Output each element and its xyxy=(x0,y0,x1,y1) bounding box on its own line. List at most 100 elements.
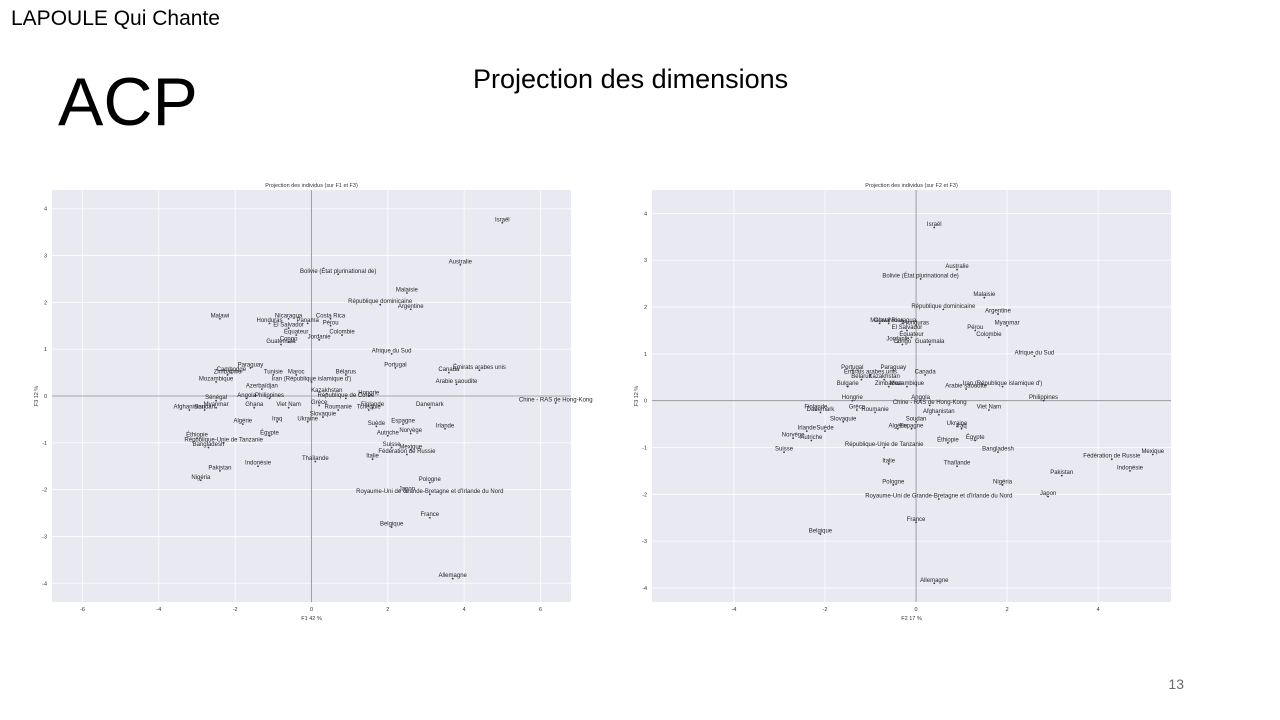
chart-title: Projection des individus (sur F2 et F3) xyxy=(865,183,958,189)
data-point xyxy=(910,427,913,430)
point-label: République dominicaine xyxy=(911,304,976,310)
point-label: Angola xyxy=(237,393,256,399)
y-tick-label: 1 xyxy=(44,347,47,353)
point-label: Bolivie (État plurinational de) xyxy=(300,268,376,275)
point-label: Belarus xyxy=(851,374,871,380)
data-point xyxy=(956,465,958,468)
data-point xyxy=(257,465,259,468)
data-point xyxy=(814,409,817,411)
point-label: Honduras xyxy=(903,320,929,326)
point-label: Égypte xyxy=(966,434,985,441)
data-point xyxy=(887,462,890,465)
point-label: Émirats arabes unis xyxy=(844,368,897,375)
data-point xyxy=(810,439,813,442)
point-label: Tchéquie xyxy=(357,405,382,411)
point-label: Bangladesh xyxy=(982,447,1014,453)
point-label: Hongrie xyxy=(358,391,380,397)
data-point xyxy=(367,409,370,411)
data-point xyxy=(974,439,977,442)
point-label: Viet Nam xyxy=(977,405,1002,411)
point-label: Costa Rica xyxy=(874,318,904,324)
data-point xyxy=(318,338,321,341)
data-point xyxy=(1047,495,1049,498)
point-label: Indonésie xyxy=(245,461,272,467)
point-label: Éthiopie xyxy=(186,432,208,439)
data-point xyxy=(878,322,881,325)
point-label: Guatemala xyxy=(915,339,945,345)
data-point xyxy=(805,430,808,433)
y-tick-label: -2 xyxy=(642,492,647,498)
data-point xyxy=(554,402,557,404)
point-label: Zimbabwe xyxy=(214,369,242,375)
point-label: Mexique xyxy=(1141,449,1164,455)
data-point xyxy=(222,441,225,444)
point-label: Kazakhstan xyxy=(311,388,342,394)
point-label: Roumanie xyxy=(325,405,353,411)
point-label: Congo xyxy=(894,339,912,345)
data-point xyxy=(987,336,990,339)
data-point xyxy=(910,336,913,339)
data-point xyxy=(215,381,217,383)
data-point xyxy=(901,343,904,346)
x-tick-label: 2 xyxy=(1006,607,1009,613)
data-point xyxy=(892,484,895,486)
data-point xyxy=(310,381,313,383)
data-point xyxy=(855,409,858,411)
point-label: Colombie xyxy=(976,332,1002,338)
point-label: Malaisie xyxy=(396,288,419,294)
point-label: Philippines xyxy=(1029,395,1058,401)
data-point xyxy=(956,425,958,428)
point-label: Pérou xyxy=(967,325,983,331)
data-point xyxy=(402,423,404,425)
point-label: Thaïlande xyxy=(302,456,329,462)
point-label: Grèce xyxy=(849,405,866,411)
y-tick-label: -3 xyxy=(642,539,647,545)
brand-name: LAPOULE Qui Chante xyxy=(11,7,220,30)
data-point xyxy=(318,404,321,407)
data-point xyxy=(997,313,999,315)
point-label: Espagne xyxy=(900,423,924,429)
chart-svg: -6 -4 -2 0 2 4 6 -4 -3 -2 -1 0 1 2 3 4 Projection des in… xyxy=(34,183,593,622)
point-label: Malaisie xyxy=(973,292,996,298)
data-point xyxy=(924,374,927,376)
data-point xyxy=(215,399,217,402)
point-label: Afrique du Sud xyxy=(1015,351,1055,357)
point-label: Bulgarie xyxy=(837,381,860,387)
data-point xyxy=(974,329,977,332)
data-point xyxy=(409,432,412,435)
data-point xyxy=(919,399,922,402)
y-tick-label: 2 xyxy=(44,300,47,306)
data-point xyxy=(287,317,290,320)
point-label: El Salvador xyxy=(273,323,304,329)
point-label: Norvège xyxy=(782,433,805,439)
point-label: Japon xyxy=(1040,491,1056,497)
y-tick-label: 4 xyxy=(644,211,647,217)
point-label: Ukraine xyxy=(947,421,968,427)
data-point xyxy=(928,404,931,407)
x-tick-label: 0 xyxy=(915,607,918,613)
x-tick-label: 2 xyxy=(386,607,389,613)
point-label: Égypte xyxy=(260,429,279,436)
point-label: Honduras xyxy=(257,318,283,324)
point-label: Danemark xyxy=(807,407,836,413)
data-point xyxy=(268,397,271,400)
x-axis-label: F1 42 % xyxy=(301,616,322,622)
scatter-chart-f1-f3: -6 -4 -2 0 2 4 6 -4 -3 -2 -1 0 1 2 3 4 Projection des in… xyxy=(30,178,595,624)
data-point xyxy=(819,533,822,536)
data-point xyxy=(322,416,324,418)
point-label: Mozambique xyxy=(199,376,234,382)
point-label: Italie xyxy=(882,458,895,464)
point-label: France xyxy=(907,517,926,523)
data-point xyxy=(906,385,908,388)
page-number: 13 xyxy=(1168,676,1184,692)
data-point xyxy=(241,423,244,425)
point-label: France xyxy=(420,512,439,518)
data-point xyxy=(942,308,945,311)
data-point xyxy=(887,385,890,388)
point-label: Pologne xyxy=(419,477,442,483)
data-point xyxy=(1033,355,1036,358)
y-tick-label: 1 xyxy=(644,352,647,358)
y-tick-label: 3 xyxy=(644,258,647,264)
y-tick-label: -3 xyxy=(42,534,47,540)
point-label: Nicaragua xyxy=(275,313,303,319)
